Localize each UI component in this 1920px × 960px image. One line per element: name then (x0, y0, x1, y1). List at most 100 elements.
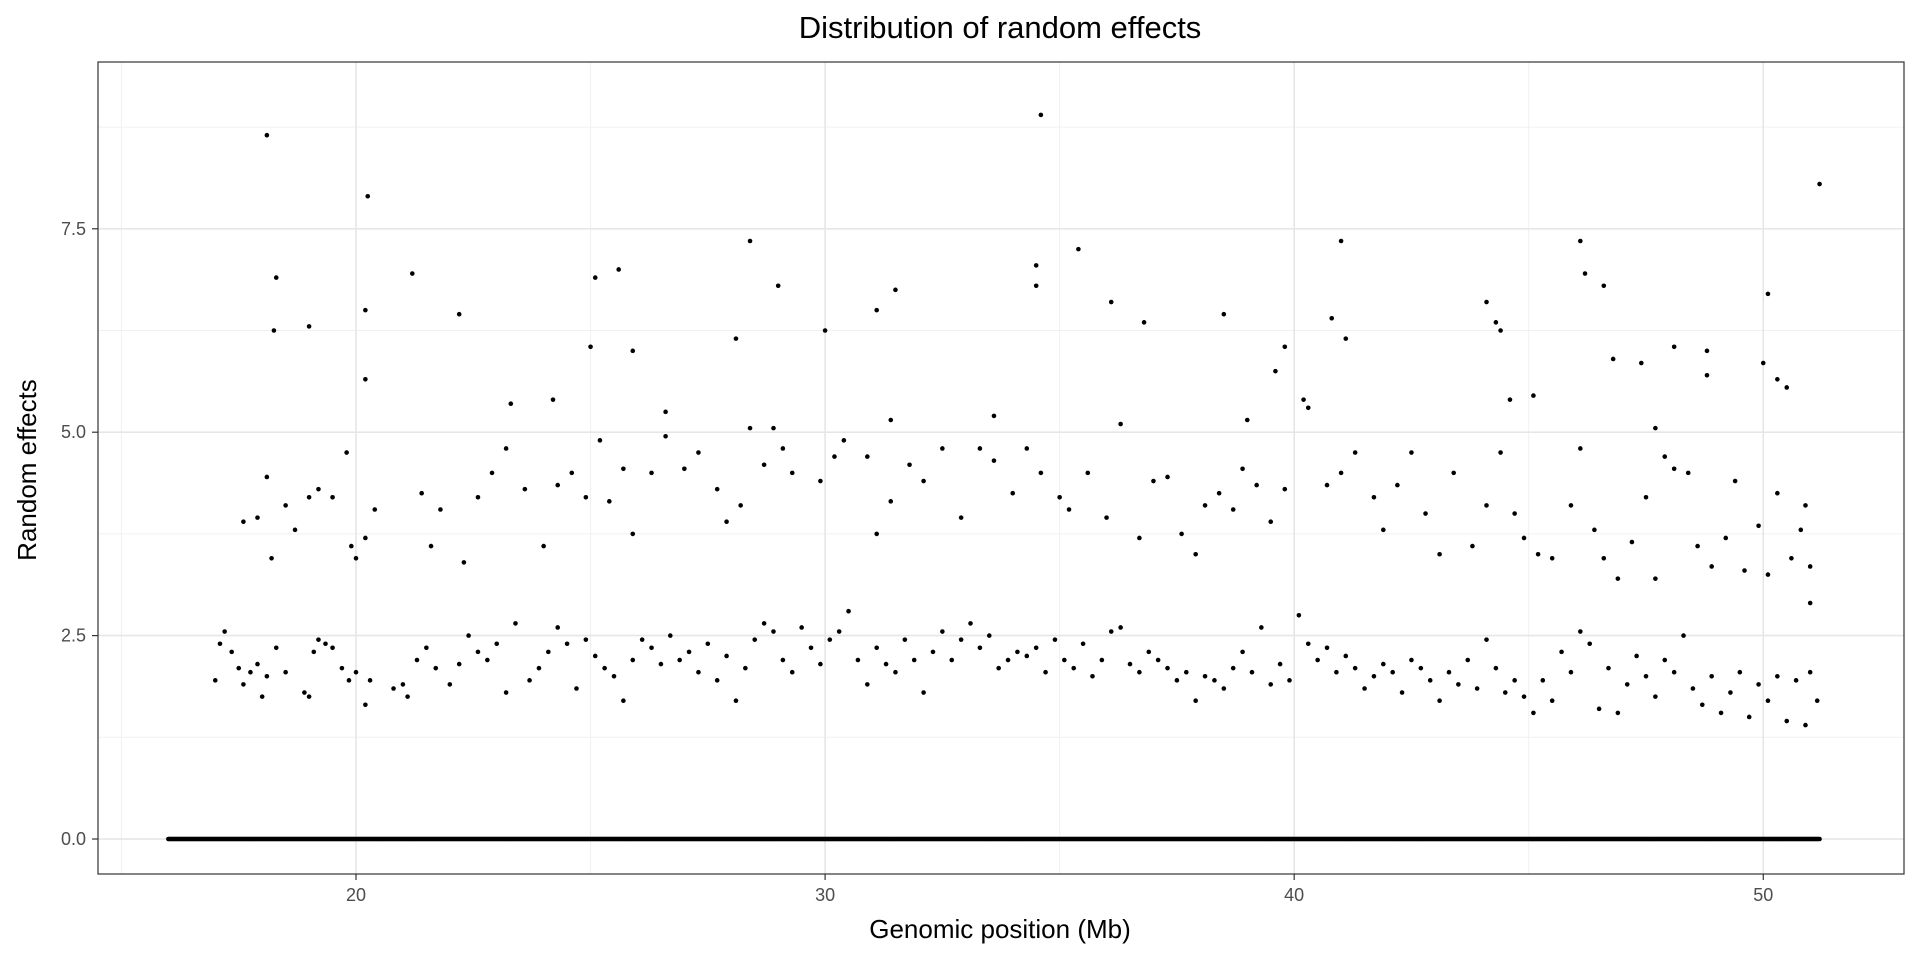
data-point (1446, 669, 1452, 675)
data-point (1601, 556, 1607, 561)
data-point (968, 621, 973, 626)
data-point (1099, 657, 1105, 663)
data-point (865, 682, 870, 687)
data-point (1343, 336, 1349, 341)
data-point (339, 665, 345, 671)
data-point (907, 462, 912, 468)
data-point (306, 694, 312, 699)
data-point (1582, 271, 1588, 276)
data-point (1287, 678, 1292, 683)
data-point (248, 669, 253, 675)
data-point (1474, 686, 1480, 691)
data-point (836, 629, 842, 634)
data-point (461, 560, 467, 565)
data-point (1653, 694, 1658, 699)
data-point (1437, 551, 1442, 557)
data-point (649, 645, 654, 651)
data-point (808, 645, 814, 651)
data-point (1578, 629, 1583, 634)
data-point (503, 690, 509, 695)
data-point (940, 629, 945, 634)
data-point (1315, 657, 1320, 663)
data-point (475, 494, 481, 500)
data-point (1728, 690, 1733, 695)
data-point (1685, 470, 1691, 476)
data-point (1760, 360, 1766, 366)
data-point (574, 686, 579, 691)
data-point (1066, 507, 1072, 512)
data-point (780, 446, 786, 451)
data-point (367, 678, 373, 683)
data-point (789, 470, 795, 476)
data-point (494, 641, 500, 647)
data-point (1765, 698, 1771, 703)
data-point (1057, 494, 1062, 500)
data-point (1230, 665, 1236, 671)
data-point (921, 478, 926, 484)
data-point (1643, 673, 1649, 679)
data-point (1535, 551, 1541, 557)
data-point (365, 193, 371, 199)
data-point (775, 283, 781, 289)
data-point (902, 637, 908, 642)
data-point (1080, 641, 1086, 647)
data-point (1230, 507, 1236, 512)
data-point (522, 486, 528, 492)
data-point (306, 324, 312, 329)
data-point (771, 629, 776, 634)
data-point (1587, 641, 1593, 647)
data-point (466, 633, 471, 638)
data-point (255, 515, 260, 520)
data-point (222, 629, 227, 634)
data-point (1024, 653, 1030, 659)
data-point (1409, 450, 1414, 455)
data-point (761, 462, 767, 468)
data-point (302, 690, 307, 695)
data-point (1146, 649, 1152, 655)
data-point (255, 661, 260, 667)
data-point (1268, 682, 1274, 687)
data-point (1090, 673, 1095, 679)
data-point (259, 694, 265, 699)
data-point (217, 641, 223, 647)
y-tick-label: 0.0 (61, 829, 86, 849)
data-point (1033, 263, 1039, 268)
data-point (1381, 527, 1386, 533)
data-point (1324, 645, 1330, 651)
data-point (1742, 568, 1747, 573)
data-point (1038, 112, 1044, 118)
data-point (1681, 633, 1686, 638)
data-point (1493, 320, 1499, 325)
data-point (1183, 669, 1189, 675)
data-point (1202, 673, 1208, 679)
grid-layer (98, 62, 1904, 874)
data-point (1038, 470, 1044, 476)
data-point (1240, 466, 1245, 472)
data-point (888, 417, 894, 423)
data-point (475, 649, 481, 655)
data-point (508, 401, 514, 407)
data-point (822, 328, 828, 333)
data-point (649, 470, 654, 476)
data-point (677, 657, 682, 663)
data-point (1775, 490, 1780, 496)
data-point (1141, 320, 1147, 325)
data-point (1718, 710, 1724, 716)
data-point (1765, 291, 1771, 297)
data-point (555, 482, 561, 488)
data-point (1362, 686, 1367, 691)
data-point (1723, 535, 1729, 541)
data-point (1498, 328, 1503, 333)
data-point (1043, 669, 1048, 675)
data-point (1817, 836, 1822, 842)
y-tick-label: 5.0 (61, 422, 86, 442)
data-point (363, 535, 368, 541)
data-point (1624, 682, 1630, 687)
data-point (1418, 665, 1424, 671)
data-point (1395, 482, 1400, 488)
data-point (1277, 661, 1283, 667)
data-point (588, 344, 593, 350)
data-point (428, 543, 434, 549)
data-point (1305, 641, 1311, 647)
data-point (855, 657, 861, 663)
